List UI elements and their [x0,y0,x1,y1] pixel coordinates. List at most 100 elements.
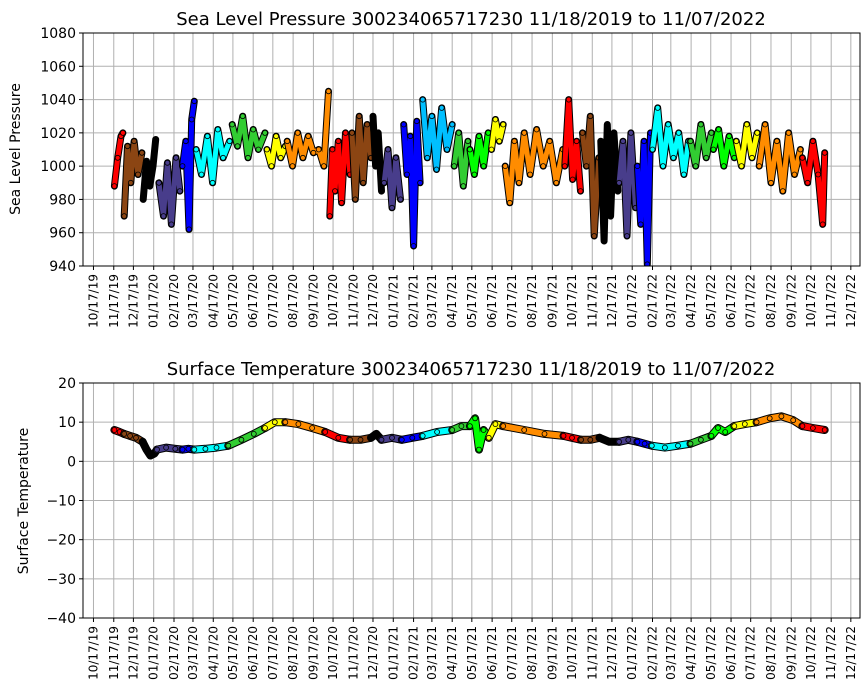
data-point [648,442,655,449]
y-tick-label: −40 [46,611,76,627]
data-point [262,425,268,431]
data-point [378,436,385,443]
x-tick-label: 10/17/19 [86,626,100,680]
data-point [173,154,179,161]
x-tick-label: 03/17/22 [664,274,678,328]
x-tick-label: 04/17/22 [684,274,698,328]
data-points [110,87,829,266]
data-point [154,446,160,453]
y-tick-label: 960 [49,226,76,242]
data-point [496,138,503,145]
x-tick-label: 11/17/22 [824,626,838,680]
x-tick-label: 06/17/20 [246,274,260,328]
data-point [778,413,785,420]
x-tick-label: 10/17/21 [565,274,579,328]
data-point [284,138,291,145]
data-point [250,126,257,133]
x-tick-label: 11/17/20 [346,274,360,328]
series-line [708,423,738,439]
x-tick-label: 05/17/22 [704,626,718,680]
x-tick-label: 09/17/22 [784,626,798,680]
x-tick-label: 11/17/20 [346,626,360,680]
data-point [434,429,441,435]
data-point [389,204,395,211]
data-point [410,243,417,249]
data-point [698,121,704,128]
data-point [225,442,232,449]
x-tick-label: 07/17/22 [744,626,758,680]
data-point [449,427,456,433]
data-point [687,138,694,145]
data-point [295,421,302,428]
data-point [143,446,150,453]
x-tick-label: 03/17/21 [425,626,439,680]
data-point [799,154,806,161]
data-point [407,133,414,140]
x-tick-label: 05/17/20 [226,274,240,328]
data-point [488,146,495,153]
data-point [569,434,575,441]
data-point [741,421,748,428]
data-point [111,183,118,190]
data-point [460,183,467,190]
x-tick-label: 02/17/20 [167,626,181,680]
data-point [417,179,424,186]
x-tick-label: 06/17/20 [246,626,260,680]
data-point [364,121,371,128]
x-tick-label: 08/17/20 [286,274,300,328]
data-point [464,138,471,145]
data-point [790,417,797,424]
data-point [583,163,590,170]
data-point [516,179,522,186]
y-tick-label: 1060 [40,59,76,75]
data-point [413,118,420,125]
data-point [565,96,572,103]
x-tick-label: 01/17/21 [386,626,400,680]
x-tick-label: 11/17/19 [107,626,121,680]
x-tick-label: 01/17/22 [625,274,639,328]
data-point [135,171,141,178]
data-point [500,423,507,430]
data-point [604,121,611,128]
data-point [373,430,380,437]
data-point [245,154,251,161]
y-ticks: 940 960 980 1000 1020 1040 1060 1080 [40,26,83,275]
data-point [226,138,233,145]
data-point [160,213,167,220]
series-line [500,423,567,439]
x-tick-label: 08/17/21 [525,626,539,680]
data-point [375,129,382,136]
data-point [815,171,821,178]
x-tick-label: 10/17/22 [804,626,818,680]
x-tick-label: 09/17/21 [545,626,559,680]
x-tick-label: 01/17/20 [147,274,161,328]
data-point [111,427,118,433]
data-point [310,149,317,156]
x-tick-label: 01/17/21 [386,274,400,328]
series-line [191,442,232,453]
x-tick-label: 06/17/21 [485,274,499,328]
data-point [305,133,312,140]
data-point [332,188,338,195]
data-point [821,427,828,433]
data-point [262,129,268,136]
data-point [569,176,576,183]
data-point [480,163,487,170]
data-point [500,121,507,128]
data-point [573,138,580,145]
x-tick-label: 12/17/22 [844,274,858,328]
x-tick-label: 01/17/22 [625,626,639,680]
x-tick-label: 12/17/19 [126,274,140,328]
data-point [578,436,584,443]
x-tick-label: 02/17/22 [645,626,659,680]
data-point [114,154,121,161]
series-line [650,105,691,177]
data-point [238,436,245,443]
data-point [389,434,395,441]
data-point [527,171,533,178]
data-point [466,423,473,430]
x-tick-label: 07/17/20 [266,274,280,328]
data-point [133,434,139,441]
x-tick-label: 09/17/22 [784,274,798,328]
